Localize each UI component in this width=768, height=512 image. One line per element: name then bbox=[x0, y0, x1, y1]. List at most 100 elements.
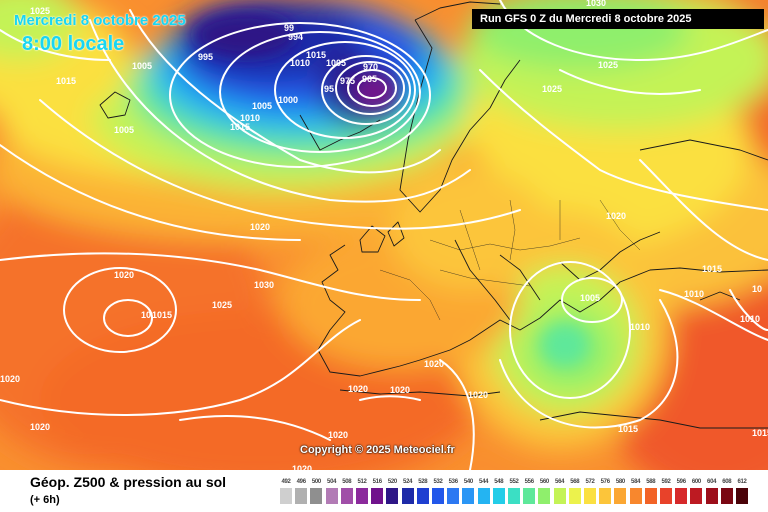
legend-label: 520 bbox=[387, 479, 397, 485]
map-canvas: 1025 1015 1005 1005 995 99 994 1015 1010… bbox=[0, 0, 768, 470]
isobar-label: 1020 bbox=[292, 464, 312, 470]
legend-swatch bbox=[508, 488, 520, 504]
legend-swatch bbox=[280, 488, 292, 504]
legend-swatch bbox=[690, 488, 703, 504]
coastlines bbox=[99, 1, 768, 429]
legend-label: 536 bbox=[448, 479, 458, 485]
isobar-label: 995 bbox=[198, 52, 213, 62]
legend-label: 604 bbox=[707, 479, 717, 485]
forecast-time: 8:00 locale bbox=[22, 33, 125, 55]
isobar-label: 1020 bbox=[30, 422, 50, 432]
copyright-text: Copyright © 2025 Meteociel.fr bbox=[300, 444, 455, 456]
isobar-label: 1020 bbox=[468, 390, 488, 400]
isobar-label: 1015 bbox=[230, 122, 250, 132]
legend-label: 492 bbox=[281, 479, 291, 485]
legend-label: 588 bbox=[646, 479, 656, 485]
legend-label: 508 bbox=[342, 479, 352, 485]
legend-label: 524 bbox=[403, 479, 413, 485]
isobars bbox=[0, 0, 768, 470]
isobar-label: 1005 bbox=[326, 58, 346, 68]
legend-swatch bbox=[492, 488, 505, 504]
isobar-label: 1005 bbox=[132, 61, 152, 71]
isobar-label: 965 bbox=[362, 74, 377, 84]
isobar-label: 975 bbox=[340, 76, 355, 86]
isobar-label: 1010 bbox=[630, 322, 650, 332]
legend-swatch bbox=[371, 488, 384, 504]
isobar-label: 1020 bbox=[328, 430, 348, 440]
isobar-label: 1010 bbox=[684, 289, 704, 299]
legend-swatch bbox=[584, 488, 596, 504]
legend-swatch bbox=[462, 488, 475, 504]
legend-label: 540 bbox=[463, 479, 473, 485]
isobar-label: 1020 bbox=[424, 359, 444, 369]
isobar-label: 10 bbox=[752, 284, 762, 294]
isobar-label: 1015 bbox=[306, 50, 326, 60]
legend-swatch bbox=[614, 488, 627, 504]
legend-label: 600 bbox=[691, 479, 701, 485]
isobar-label: 1000 bbox=[278, 95, 298, 105]
legend-swatch bbox=[660, 488, 672, 504]
legend-label: 592 bbox=[661, 479, 671, 485]
borders bbox=[379, 199, 641, 321]
legend-label: 548 bbox=[494, 479, 504, 485]
legend-swatch bbox=[295, 488, 308, 504]
isobar-label: 1025 bbox=[598, 60, 618, 70]
isobar-label: 1020 bbox=[250, 222, 270, 232]
isobar-label: 1010 bbox=[240, 113, 260, 123]
isobar-label: 95 bbox=[324, 84, 334, 94]
isobar-label: 1020 bbox=[114, 270, 134, 280]
isobar-label: 1015 bbox=[56, 76, 76, 86]
footer: Géop. Z500 & pression au sol (+ 6h) 492 4… bbox=[0, 470, 768, 512]
legend-label: 560 bbox=[539, 479, 549, 485]
legend-swatch bbox=[310, 488, 323, 504]
isobar-label: 1015 bbox=[752, 428, 768, 438]
isobar-label: 1020 bbox=[390, 385, 410, 395]
map-title: Géop. Z500 & pression au sol bbox=[30, 474, 227, 490]
isobar-labels: 1025 1015 1005 1005 995 99 994 1015 1010… bbox=[0, 0, 768, 470]
legend-label: 532 bbox=[433, 479, 443, 485]
isobar-label: 1025 bbox=[212, 300, 232, 310]
isobar-label: 99 bbox=[284, 23, 294, 33]
run-info-banner: Run GFS 0 Z du Mercredi 8 octobre 2025 bbox=[472, 9, 764, 29]
legend-label: 552 bbox=[509, 479, 519, 485]
isobar-label: 10 bbox=[141, 310, 151, 320]
isobar-label: 1015 bbox=[702, 264, 722, 274]
isobar-label: 1020 bbox=[348, 384, 368, 394]
legend-swatch bbox=[340, 488, 353, 504]
legend-label: 596 bbox=[676, 479, 686, 485]
isobar-label: 1030 bbox=[586, 0, 606, 8]
legend-swatch bbox=[599, 488, 612, 504]
legend-label: 504 bbox=[327, 479, 337, 485]
legend-label: 564 bbox=[555, 479, 565, 485]
isobar-label: 1005 bbox=[252, 101, 272, 111]
legend-label: 612 bbox=[737, 479, 747, 485]
legend-label: 496 bbox=[296, 479, 306, 485]
isobar-label: 1025 bbox=[542, 84, 562, 94]
isobar-label: 1005 bbox=[114, 125, 134, 135]
legend-swatch bbox=[523, 488, 536, 504]
legend-label: 556 bbox=[524, 479, 534, 485]
legend-label: 568 bbox=[570, 479, 580, 485]
legend-label: 580 bbox=[615, 479, 625, 485]
legend-swatch bbox=[568, 488, 581, 504]
legend-swatch bbox=[447, 488, 460, 504]
legend-label: 516 bbox=[372, 479, 382, 485]
legend-swatch bbox=[386, 488, 399, 504]
isobar-label: 1010 bbox=[290, 58, 310, 68]
isobar-label: 1025 bbox=[30, 6, 50, 16]
isobar-label: 1005 bbox=[580, 293, 600, 303]
legend-swatch bbox=[553, 488, 566, 504]
forecast-date: Mercredi 8 octobre 2025 bbox=[14, 12, 186, 29]
isobar-label: 1015 bbox=[618, 424, 638, 434]
legend-swatch bbox=[675, 488, 688, 504]
legend-swatch bbox=[477, 488, 490, 504]
legend-label: 572 bbox=[585, 479, 595, 485]
legend-label: 576 bbox=[600, 479, 610, 485]
legend-label: 544 bbox=[479, 479, 489, 485]
legend-label: 528 bbox=[418, 479, 428, 485]
legend-swatch bbox=[432, 488, 444, 504]
legend-swatch bbox=[401, 488, 414, 504]
legend-swatch bbox=[705, 488, 718, 504]
legend-swatch bbox=[644, 488, 657, 504]
color-legend: 492 496 500 504 508 512 516 520 524 528 532 536 540 5… bbox=[280, 479, 752, 505]
